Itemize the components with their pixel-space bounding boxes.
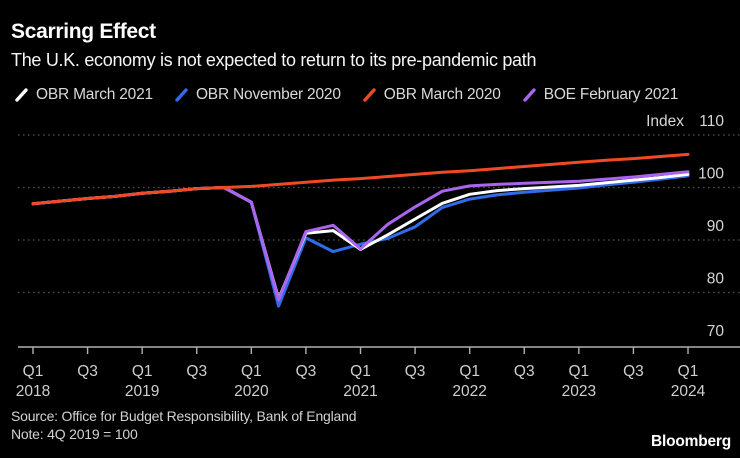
legend-label: BOE February 2021: [543, 86, 679, 103]
series-line-boe-february-2021: [31, 170, 690, 302]
y-axis-unit-label: Index: [646, 113, 684, 130]
chart-title: Scarring Effect: [11, 20, 156, 43]
line-swatch-icon: [15, 88, 28, 102]
bloomberg-logo: Bloomberg: [650, 433, 731, 450]
y-tick-label: 80: [707, 271, 725, 288]
line-swatch-icon: [175, 88, 188, 102]
y-tick-label: 100: [698, 166, 724, 183]
x-tick-year-label: 2019: [125, 383, 159, 400]
x-tick-year-label: 2020: [234, 383, 269, 400]
x-tick-label: Q1: [241, 363, 262, 380]
x-tick-year-label: 2022: [452, 383, 486, 400]
chart-legend: OBR March 2021 OBR November 2020 OBR Mar…: [14, 86, 678, 104]
source-note: Source: Office for Budget Responsibility…: [11, 408, 357, 424]
y-tick-label: 110: [699, 113, 724, 130]
x-tick-label: Q1: [459, 363, 480, 380]
x-tick-label: Q3: [296, 363, 317, 380]
x-tick-label: Q3: [623, 363, 644, 380]
index-note: Note: 4Q 2019 = 100: [11, 426, 138, 442]
x-tick-label: Q1: [568, 363, 589, 380]
x-tick-year-label: 2023: [562, 383, 596, 400]
legend-item-boe-february-2021: BOE February 2021: [522, 86, 678, 104]
x-tick-label: Q3: [405, 363, 426, 380]
x-axis: Q1 2018 Q3 Q1 2019 Q3 Q1 2020 Q3 Q1 2021 Q3 Q1 2022 Q3…: [16, 346, 740, 400]
x-tick-label: Q1: [678, 363, 699, 380]
x-tick-label: Q1: [23, 363, 44, 380]
x-tick-year-label: 2021: [343, 383, 377, 400]
legend-label: OBR November 2020: [195, 86, 341, 103]
x-tick-year-label: 2024: [671, 383, 706, 400]
legend-label: OBR March 2020: [383, 86, 501, 103]
x-tick-label: Q3: [77, 363, 98, 380]
x-tick-label: Q3: [514, 363, 535, 380]
legend-item-obr-november-2020: OBR November 2020: [174, 86, 341, 104]
line-swatch-icon: [363, 88, 376, 102]
x-tick-year-label: 2018: [16, 383, 50, 400]
legend-item-obr-march-2021: OBR March 2021: [14, 86, 153, 104]
x-tick-label: Q1: [350, 363, 371, 380]
y-axis-labels: 110 100 90 80 70 Index: [646, 113, 724, 340]
x-tick-label: Q1: [132, 363, 153, 380]
line-swatch-icon: [522, 88, 536, 102]
series-line-obr-march-2020: [31, 152, 690, 206]
legend-label: OBR March 2021: [36, 86, 153, 103]
x-tick-label: Q3: [186, 363, 207, 380]
y-tick-label: 70: [707, 323, 725, 340]
y-tick-label: 90: [707, 218, 725, 235]
chart-subtitle: The U.K. economy is not expected to retu…: [11, 50, 537, 70]
legend-item-obr-march-2020: OBR March 2020: [362, 86, 501, 104]
